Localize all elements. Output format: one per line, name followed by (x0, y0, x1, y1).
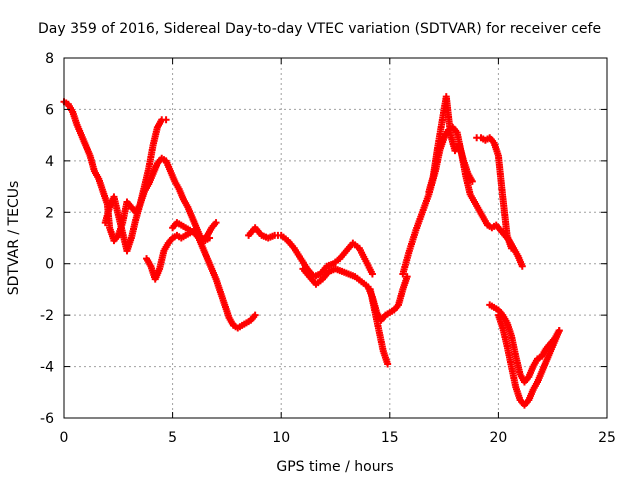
data-point (403, 273, 411, 281)
data-point (212, 219, 220, 227)
y-tick-label: 2 (45, 205, 54, 221)
series-sat-j (473, 134, 515, 252)
series-sat-e (245, 224, 376, 281)
y-tick-label: -4 (40, 360, 54, 376)
data-point (518, 262, 526, 270)
axis-ticks: 0 5 10 15 20 25 -6 -4 -2 0 2 4 6 8 (40, 51, 616, 446)
x-tick-label: 25 (598, 430, 616, 446)
y-tick-label: 6 (45, 102, 54, 118)
series-sat-l (494, 311, 563, 409)
data-point (251, 311, 259, 319)
series-sat-b (101, 154, 214, 255)
series-sat-g (366, 285, 392, 368)
x-tick-label: 10 (272, 430, 290, 446)
grid-lines (64, 58, 607, 418)
chart-title: Day 359 of 2016, Sidereal Day-to-day VTE… (38, 21, 601, 37)
data-point (384, 360, 392, 368)
data-point (162, 116, 170, 124)
series-sat-i (425, 93, 476, 196)
data-point (555, 327, 563, 335)
plot-frame (63, 57, 608, 419)
y-tick-label: 0 (45, 257, 54, 273)
data-point (368, 270, 376, 278)
y-tick-label: 8 (45, 51, 54, 67)
x-tick-label: 0 (60, 430, 69, 446)
y-tick-label: -2 (40, 308, 54, 324)
y-axis-label: SDTVAR / TECUs (6, 181, 22, 296)
y-tick-label: 4 (45, 154, 54, 170)
data-points (60, 93, 563, 409)
data-point (468, 177, 476, 185)
x-tick-label: 20 (489, 430, 507, 446)
series-sat-d (169, 219, 259, 332)
x-axis-label: GPS time / hours (276, 459, 393, 475)
x-tick-label: 15 (381, 430, 399, 446)
y-tick-label: -6 (40, 411, 54, 427)
x-tick-label: 5 (168, 430, 177, 446)
data-point (507, 244, 515, 252)
